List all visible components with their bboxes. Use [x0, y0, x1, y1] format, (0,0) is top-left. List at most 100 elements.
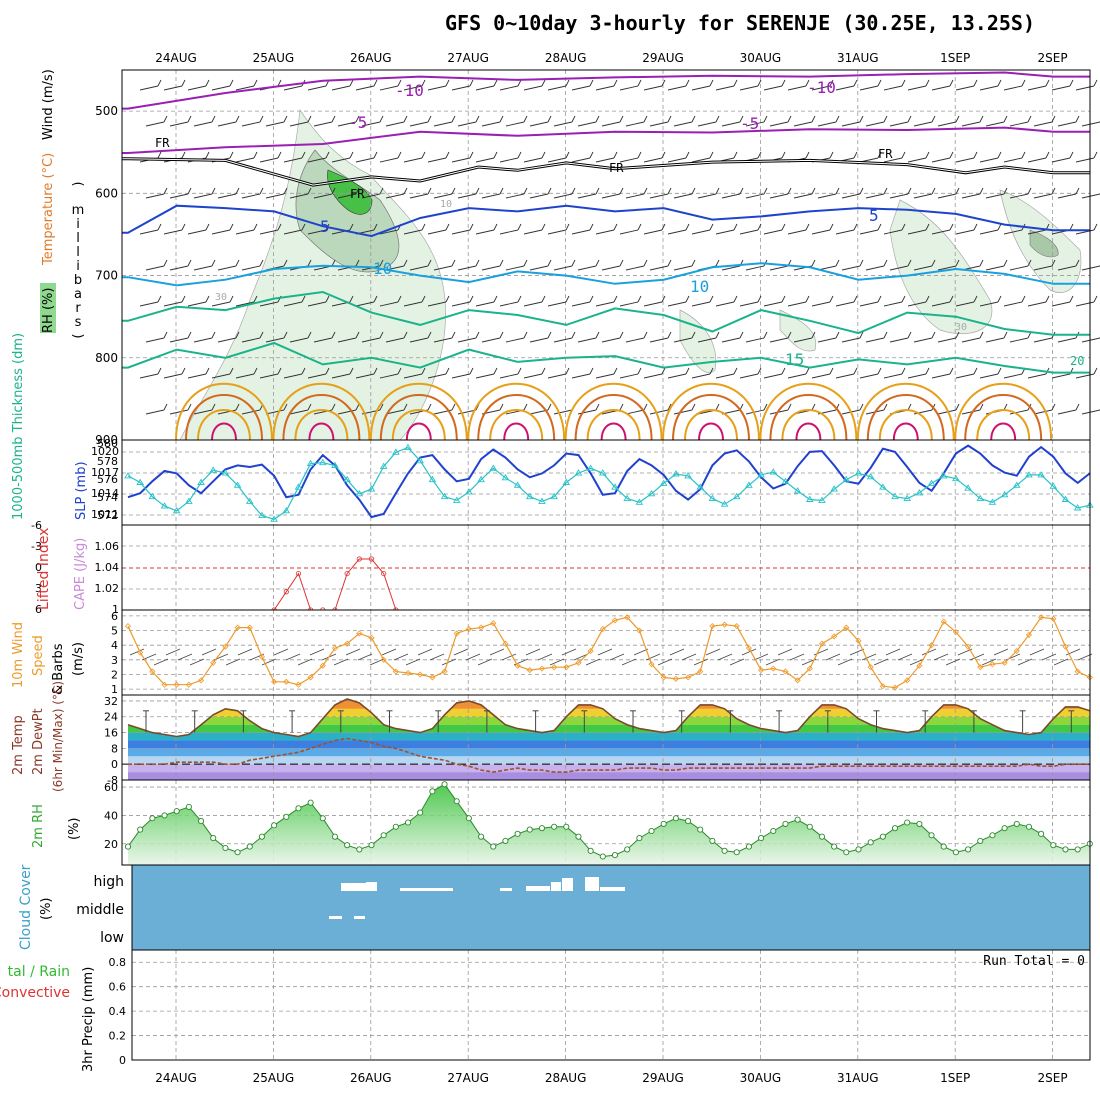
- wind-barb: [673, 115, 696, 127]
- thickness-marker: [599, 469, 607, 476]
- barb-shaft: [457, 193, 477, 199]
- barb-shaft: [667, 85, 687, 91]
- wind-barb: [577, 259, 600, 271]
- barb-flag: [283, 187, 288, 195]
- barb-shaft: [979, 301, 999, 307]
- barb-shaft: [697, 121, 717, 127]
- wind-barb: [283, 223, 306, 235]
- rh-marker: [344, 842, 351, 849]
- lifted-index-tick-label: 6: [35, 603, 42, 616]
- thickness-marker: [489, 464, 498, 471]
- cloud-level-low: low: [100, 930, 124, 946]
- barb-shaft: [163, 85, 183, 91]
- surface-isotherm: [185, 394, 263, 441]
- dewpoint-line: [128, 737, 1090, 773]
- barb-shaft: [745, 265, 765, 271]
- barb-shaft: [523, 229, 543, 235]
- thickness-tick-label: 574: [97, 491, 118, 504]
- precip-panel-bg: [132, 950, 1090, 1060]
- surface-isotherm: [892, 422, 919, 441]
- thickness-marker: [221, 469, 230, 476]
- wind10m-marker: [234, 624, 241, 631]
- thickness-marker: [976, 494, 985, 502]
- barb-shaft: [883, 301, 903, 307]
- thickness-marker: [355, 489, 364, 497]
- svg-text:l: l: [76, 245, 80, 260]
- wind-tick-label: 6: [111, 610, 118, 623]
- wind-barb: [961, 115, 984, 127]
- barb-shaft: [331, 373, 351, 379]
- barb-shaft: [1081, 265, 1100, 271]
- barb-flag: [853, 79, 858, 87]
- barb-shaft: [961, 121, 981, 127]
- rh-region-30: [1029, 229, 1059, 258]
- barb-shaft: [361, 121, 381, 127]
- wind-barb: [739, 223, 762, 235]
- wind-barb: [601, 115, 624, 127]
- barb-flag: [421, 79, 426, 87]
- wind-barb: [163, 223, 186, 235]
- barb-flag: [283, 115, 288, 123]
- barb-flag: [475, 115, 480, 123]
- barb-shaft: [715, 373, 735, 379]
- wind-barb: [937, 259, 960, 271]
- surface-isotherm: [308, 422, 335, 441]
- isotherm-line: [122, 71, 1090, 110]
- temp-grid: [122, 695, 1090, 780]
- barb-flag: [877, 223, 882, 231]
- barb-shaft: [475, 85, 495, 91]
- cloud-axis-label: Cloud Cover: [18, 864, 34, 950]
- barb-shaft: [481, 121, 501, 127]
- rh-marker: [989, 832, 996, 839]
- wind-barb: [523, 223, 546, 235]
- wind10m-barb: [609, 653, 625, 661]
- thickness-marker: [416, 456, 424, 464]
- wind-tick-label: 2: [111, 668, 118, 681]
- barb-shaft: [955, 157, 975, 163]
- wind-barb: [163, 79, 186, 91]
- barb-flag: [235, 259, 240, 267]
- bottom-date-label: 2SEP: [1038, 1071, 1068, 1085]
- barb-shaft: [769, 121, 789, 127]
- barb-shaft: [139, 85, 159, 91]
- wind-barb: [499, 295, 522, 307]
- barb-shaft: [835, 85, 855, 91]
- wind10m-marker: [611, 617, 619, 624]
- barb-shaft: [889, 337, 909, 343]
- barb-shaft: [211, 301, 231, 307]
- precip-legend-total-rain: tal / Rain: [8, 964, 70, 980]
- wind10m-marker: [246, 624, 253, 631]
- surface-isotherm: [856, 382, 955, 441]
- wind-barb: [1081, 336, 1100, 343]
- barb-shaft: [841, 337, 861, 343]
- thickness-marker: [611, 483, 619, 490]
- barb-flag: [547, 331, 552, 339]
- barb-flag: [733, 367, 738, 375]
- barb-flag: [757, 295, 762, 303]
- barb-flag: [301, 223, 306, 231]
- barb-flag: [811, 259, 816, 267]
- barb-shaft: [409, 265, 429, 271]
- wind-barb: [433, 331, 456, 343]
- temperature-contours: [122, 71, 1090, 374]
- upper-wind-barbs: [139, 79, 1100, 415]
- barb-shaft: [403, 301, 423, 307]
- wind-barb: [691, 295, 714, 307]
- wind-barb: [403, 79, 426, 91]
- barb-flag: [163, 403, 168, 411]
- barb-shaft: [649, 121, 669, 127]
- barb-shaft: [643, 85, 663, 91]
- barb-flag: [307, 187, 312, 195]
- barb-flag: [229, 367, 234, 375]
- temp-lines: [127, 698, 1091, 773]
- wind-barb: [961, 187, 984, 199]
- barb-flag: [979, 259, 984, 267]
- wind10m-barb: [909, 658, 925, 666]
- barb-shaft: [547, 157, 567, 163]
- barb-shaft: [1027, 85, 1047, 91]
- barb-flag: [277, 367, 282, 375]
- top-date-label: 28AUG: [545, 51, 587, 65]
- wind-barb: [457, 187, 480, 199]
- surface-isotherm: [175, 382, 273, 441]
